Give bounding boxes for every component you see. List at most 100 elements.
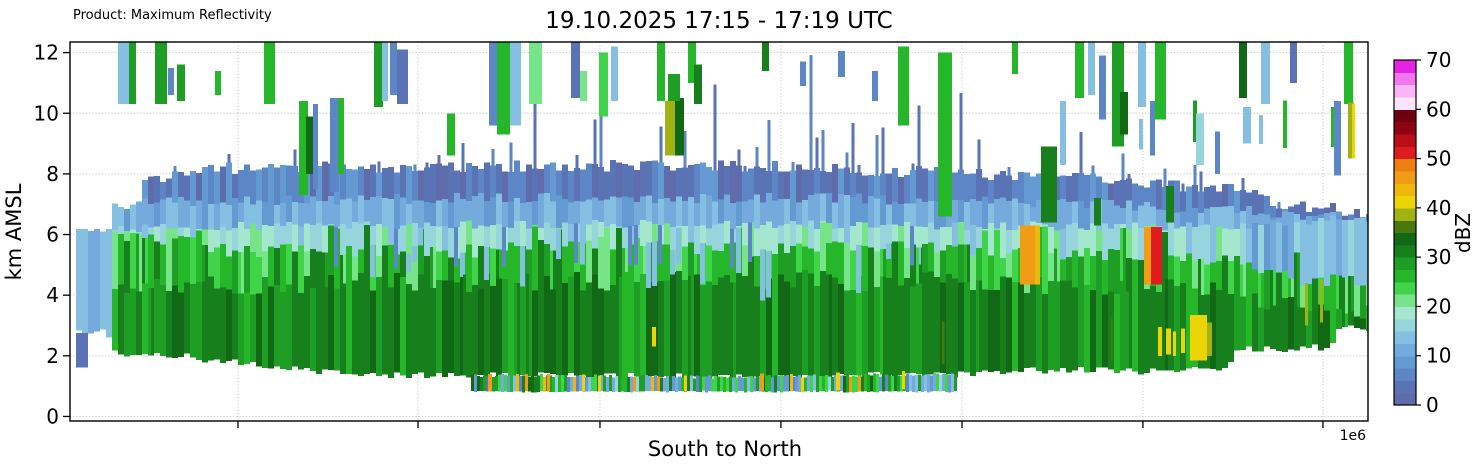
bottom-band-speckle [711, 378, 714, 391]
bottom-band-speckle [558, 375, 561, 392]
echo-column [1042, 226, 1048, 294]
echo-column [826, 223, 832, 243]
echo-column [742, 202, 748, 223]
echo-column [1183, 283, 1186, 370]
echo-column [814, 168, 820, 193]
y-axis-label: km AMSL [2, 183, 26, 280]
upper-streak [1290, 42, 1297, 83]
echo-column [550, 251, 553, 290]
colorbar-segment [1394, 269, 1416, 282]
echo-column [808, 170, 814, 195]
echo-column [220, 287, 226, 363]
echo-column [100, 232, 106, 330]
echo-column [154, 226, 160, 241]
bottom-band-speckle [930, 375, 933, 391]
upper-streak [397, 50, 408, 105]
echo-column [1318, 209, 1324, 215]
echo-column [196, 200, 202, 229]
echo-column [250, 223, 256, 252]
echo-column [352, 280, 358, 374]
echo-column [490, 165, 496, 197]
echo-column [610, 285, 616, 373]
echo-column [760, 225, 766, 249]
bottom-band-speckle [885, 375, 888, 392]
bottom-band-speckle [693, 378, 696, 391]
echo-column [1192, 185, 1198, 208]
bottom-band-speckle [504, 375, 507, 392]
reflectivity-cell [516, 374, 519, 392]
upper-streak [1012, 42, 1018, 74]
echo-column [232, 198, 238, 228]
echo-column [592, 164, 598, 198]
upper-streak [338, 98, 344, 174]
echo-column [364, 222, 370, 225]
echo-column [1006, 175, 1012, 201]
echo-column [274, 285, 280, 367]
echo-column [724, 166, 730, 195]
echo-column [604, 228, 610, 291]
echo-column [652, 224, 658, 241]
echo-column [598, 200, 604, 222]
echo-column [616, 227, 622, 229]
echo-column [706, 196, 712, 229]
echo-column [568, 241, 574, 276]
echo-column [1030, 207, 1036, 221]
echo-column [874, 176, 880, 198]
echo-column [850, 226, 856, 251]
echo-column [880, 174, 886, 196]
echo-column [550, 228, 556, 251]
echo-column [1222, 207, 1228, 229]
echo-column [970, 225, 976, 255]
bottom-band-speckle [924, 374, 927, 391]
echo-column [796, 202, 802, 224]
echo-column [814, 251, 820, 286]
echo-column [262, 277, 268, 368]
echo-column [142, 238, 145, 283]
upper-streak [938, 53, 952, 217]
echo-column [1198, 213, 1204, 226]
echo-column [1345, 277, 1348, 313]
echo-column [442, 199, 448, 226]
echo-column [478, 225, 484, 245]
echo-column [220, 203, 226, 227]
upper-streak [330, 98, 339, 192]
echo-column [1216, 261, 1222, 290]
echo-column [634, 282, 640, 377]
echo-column [466, 201, 472, 220]
bottom-band-speckle [948, 375, 951, 393]
echo-column [280, 203, 286, 226]
echo-column [433, 247, 436, 288]
echo-column [298, 293, 304, 370]
echo-column [556, 229, 561, 259]
echo-column [706, 245, 712, 281]
echo-column [496, 164, 502, 193]
echo-column [1072, 288, 1078, 371]
echo-column [1182, 183, 1185, 191]
bottom-band-speckle [729, 377, 732, 392]
echo-column [640, 274, 646, 377]
echo-column [946, 227, 952, 245]
echo-column [1330, 215, 1336, 274]
echo-column [196, 282, 202, 360]
bottom-band-speckle [531, 376, 534, 392]
reflectivity-cell [547, 374, 550, 392]
echo-column [1306, 216, 1312, 225]
echo-column [1120, 281, 1126, 371]
echo-column [664, 166, 670, 198]
echo-column [226, 290, 232, 361]
echo-column [736, 226, 742, 228]
reflectivity-echo [76, 42, 1372, 392]
echo-column [1006, 201, 1012, 230]
echo-column [844, 222, 850, 243]
echo-column [196, 231, 202, 282]
echo-column [1200, 172, 1203, 192]
echo-column [244, 165, 250, 197]
echo-column [856, 245, 861, 293]
echo-column [1000, 258, 1006, 277]
echo-column [1342, 216, 1348, 278]
echo-column [388, 287, 394, 377]
echo-column [184, 200, 190, 227]
echo-column [772, 228, 778, 254]
echo-column [520, 246, 525, 286]
colorbar-segment [1394, 319, 1416, 332]
